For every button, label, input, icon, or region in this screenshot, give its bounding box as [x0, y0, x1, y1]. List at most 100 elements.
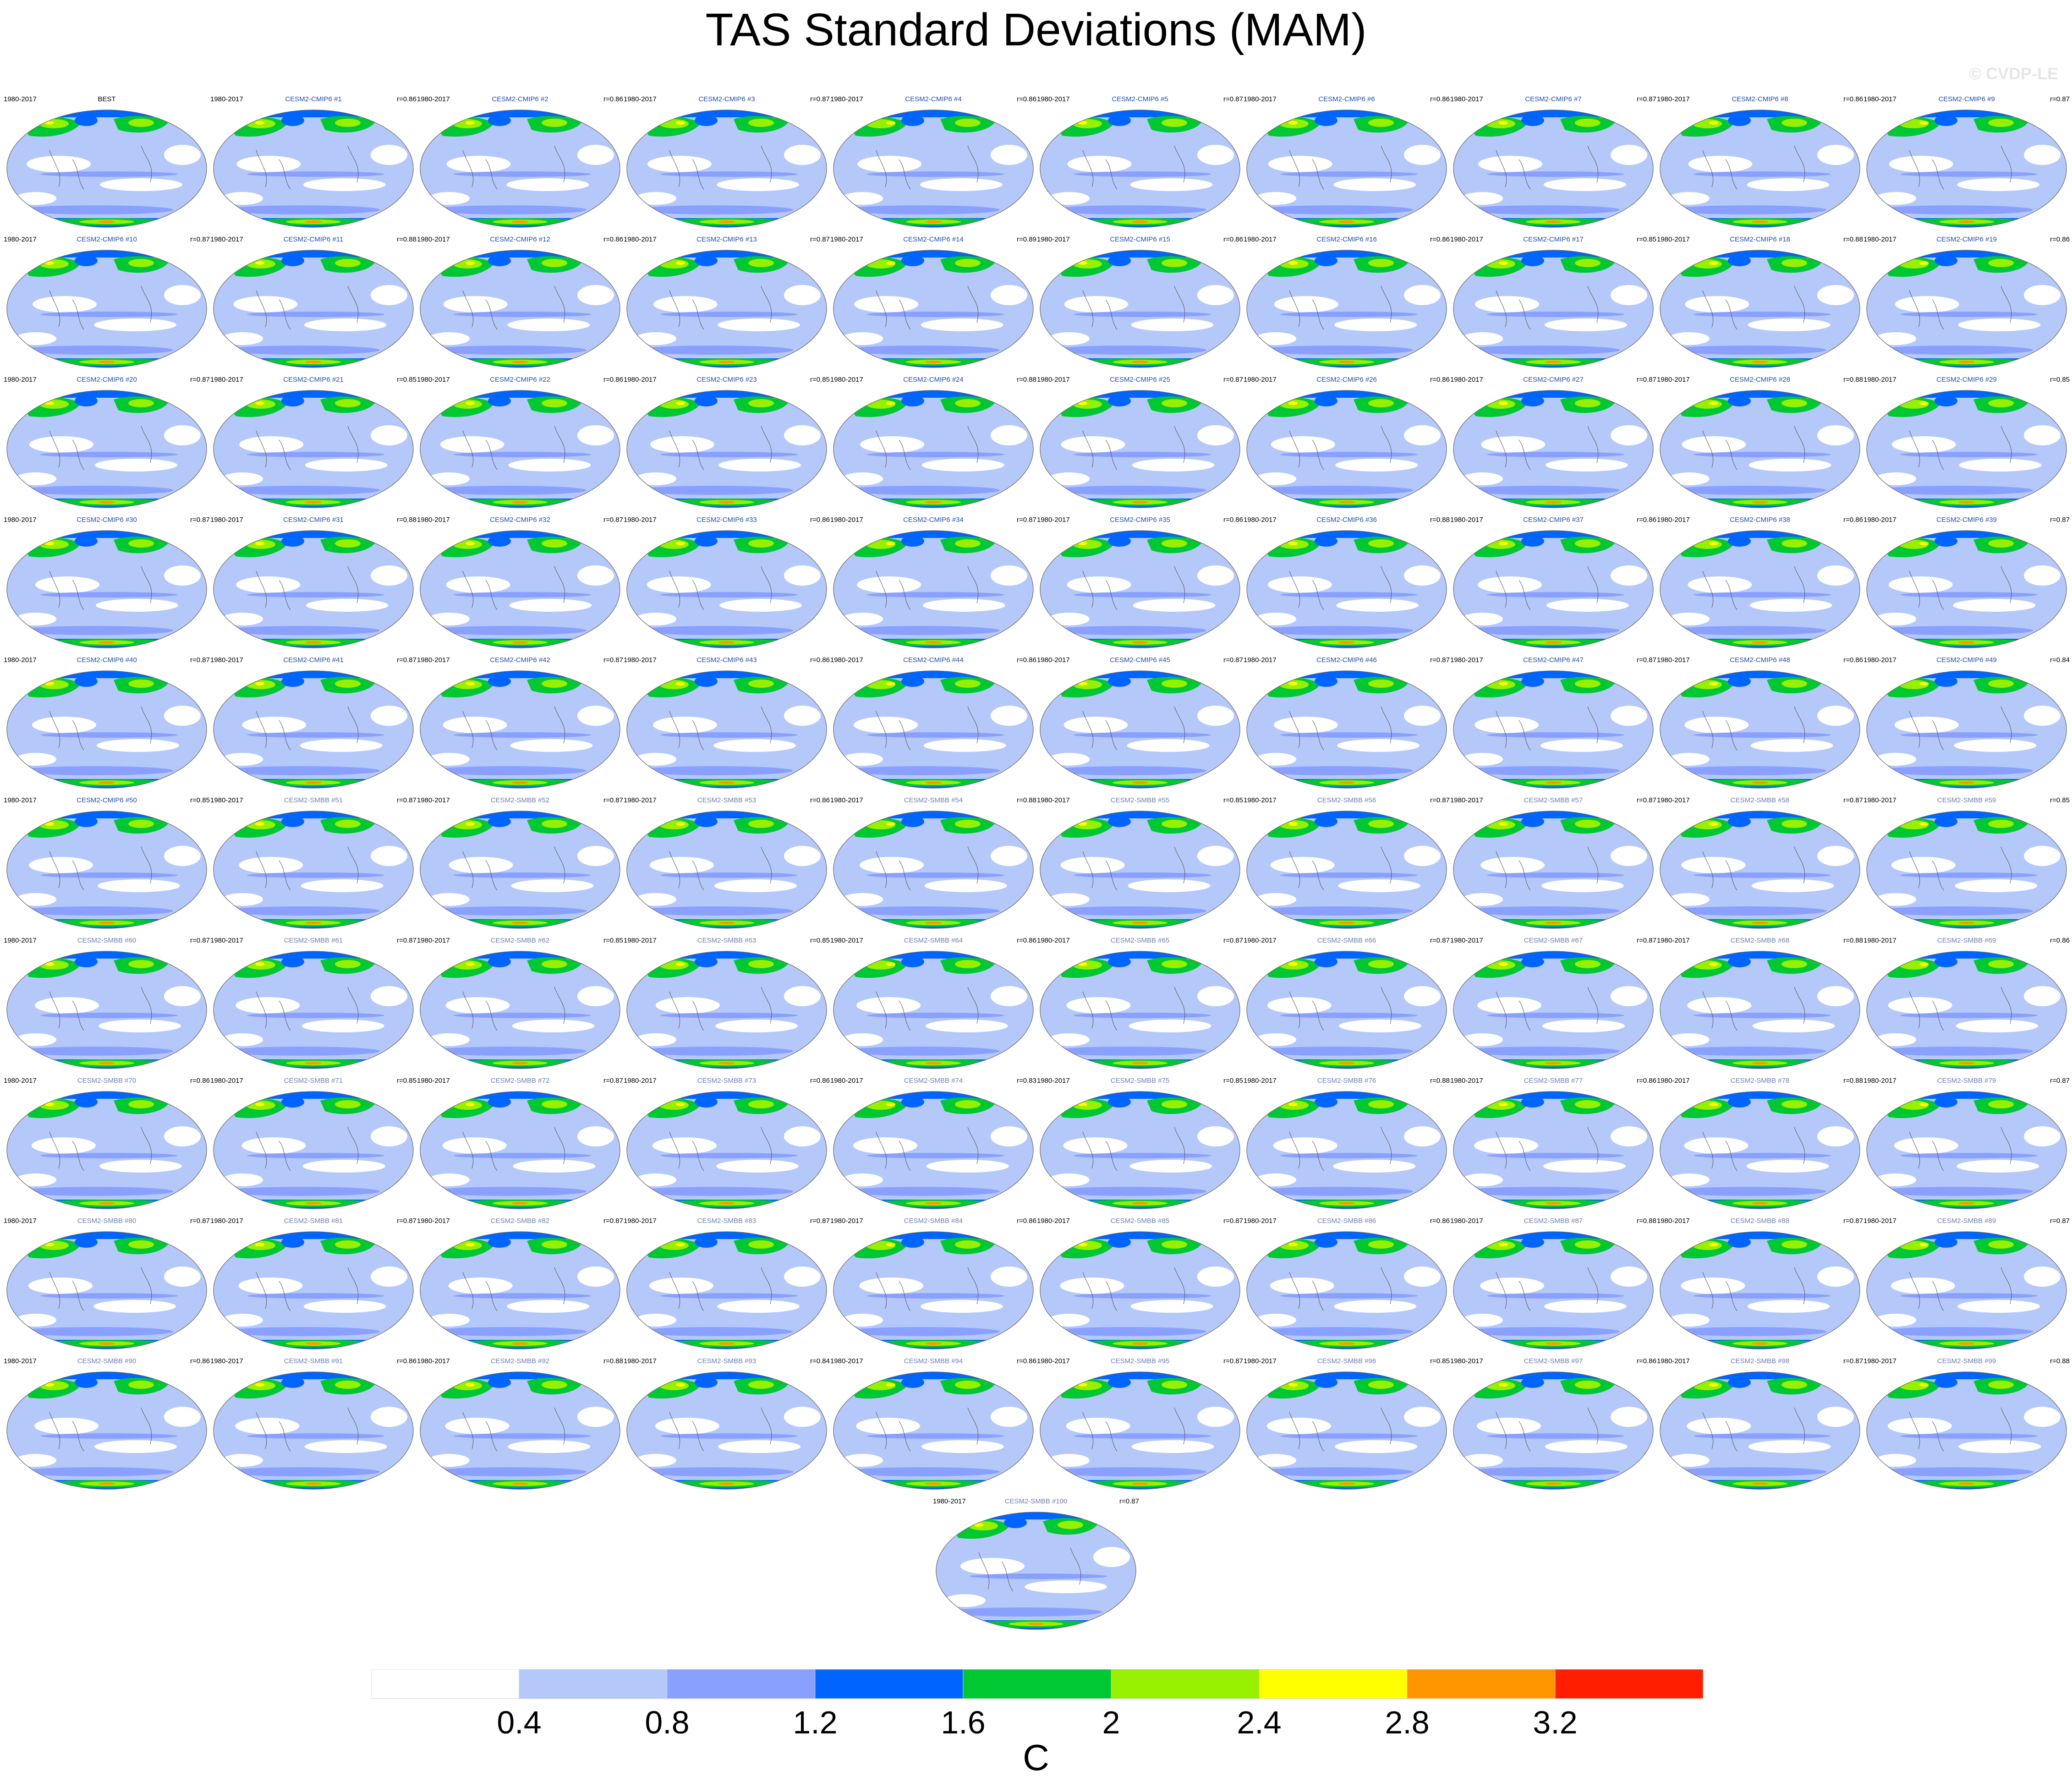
map-panel: 1980-2017 CESM2-SMBB #94 r=0.86 [830, 1357, 1036, 1495]
panel-title: CESM2-SMBB #88 [1730, 1217, 1790, 1225]
panel-period: 1980-2017 [1657, 516, 1690, 524]
panel-period: 1980-2017 [1037, 1357, 1070, 1365]
panel-period: 1980-2017 [210, 1077, 243, 1085]
map-panel: 1980-2017 CESM2-SMBB #92 r=0.88 [417, 1357, 623, 1495]
panel-pattern-correlation: r=0.87 [190, 376, 210, 384]
panel-pattern-correlation: r=0.85 [397, 1077, 417, 1085]
panel-title: CESM2-CMIP6 #47 [1523, 656, 1584, 664]
panel-title: CESM2-CMIP6 #14 [903, 236, 964, 243]
panel-period: 1980-2017 [1244, 937, 1277, 944]
map-plot [420, 1371, 620, 1490]
map-plot [1453, 811, 1654, 929]
panel-title: CESM2-CMIP6 #49 [1936, 656, 1997, 664]
map-panel: 1980-2017 CESM2-SMBB #84 r=0.86 [830, 1217, 1036, 1354]
map-plot [1246, 1231, 1447, 1349]
map-panel: 1980-2017 CESM2-SMBB #77 r=0.86 [1450, 1077, 1656, 1214]
panel-pattern-correlation: r=0.89 [1017, 236, 1036, 243]
map-panel: 1980-2017 CESM2-SMBB #97 r=0.86 [1450, 1357, 1656, 1495]
panel-title: CESM2-SMBB #79 [1937, 1077, 1996, 1085]
map-plot [626, 1231, 827, 1349]
panel-pattern-correlation: r=0.86 [1637, 1077, 1656, 1085]
map-panel: 1980-2017 CESM2-CMIP6 #21 r=0.85 [210, 376, 417, 513]
panel-pattern-correlation: r=0.87 [190, 516, 210, 524]
panel-title: CESM2-SMBB #69 [1937, 937, 1996, 944]
map-plot [1040, 110, 1240, 228]
map-panel: 1980-2017 CESM2-CMIP6 #27 r=0.87 [1450, 376, 1656, 513]
panel-pattern-correlation: r=0.87 [2050, 1077, 2070, 1085]
panel-title: CESM2-CMIP6 #30 [77, 516, 137, 524]
panel-title: CESM2-CMIP6 #2 [492, 95, 548, 103]
map-plot [6, 250, 207, 368]
map-panel: 1980-2017 CESM2-SMBB #78 r=0.88 [1657, 1077, 1863, 1214]
map-panel: 1980-2017 CESM2-SMBB #72 r=0.87 [417, 1077, 623, 1214]
panel-period: 1980-2017 [417, 1357, 450, 1365]
panel-title: CESM2-SMBB #78 [1730, 1077, 1790, 1085]
map-panel: 1980-2017 CESM2-CMIP6 #41 r=0.87 [210, 656, 417, 794]
map-panel: 1980-2017 CESM2-SMBB #65 r=0.87 [1037, 937, 1243, 1074]
map-plot [1453, 1231, 1654, 1349]
panel-period: 1980-2017 [1244, 376, 1277, 384]
map-panel: 1980-2017 CESM2-SMBB #58 r=0.87 [1657, 796, 1863, 934]
map-panel: 1980-2017 CESM2-SMBB #67 r=0.87 [1450, 937, 1656, 1074]
map-plot [6, 670, 207, 789]
panel-title: CESM2-SMBB #97 [1524, 1357, 1583, 1365]
panel-title: CESM2-SMBB #60 [77, 937, 137, 944]
panel-pattern-correlation: r=0.87 [1843, 1217, 1863, 1225]
map-plot [1453, 390, 1654, 508]
map-plot [420, 811, 620, 929]
map-plot [420, 1231, 620, 1349]
panel-title: CESM2-SMBB #55 [1110, 796, 1170, 804]
panel-pattern-correlation: r=0.85 [603, 937, 623, 944]
panel-period: 1980-2017 [1657, 236, 1690, 243]
panel-pattern-correlation: r=0.88 [1843, 376, 1863, 384]
map-panel: 1980-2017 CESM2-SMBB #66 r=0.87 [1244, 937, 1450, 1074]
panel-period: 1980-2017 [1657, 376, 1690, 384]
map-panel: 1980-2017 CESM2-SMBB #70 r=0.86 [4, 1077, 210, 1214]
panel-title: CESM2-CMIP6 #36 [1316, 516, 1377, 524]
panel-period: 1980-2017 [1037, 1217, 1070, 1225]
map-panel: 1980-2017 CESM2-CMIP6 #5 r=0.87 [1037, 95, 1243, 233]
map-panel: 1980-2017 CESM2-SMBB #100 r=0.87 [933, 1497, 1139, 1635]
map-panel: 1980-2017 CESM2-CMIP6 #6 r=0.86 [1244, 95, 1450, 233]
map-plot [1453, 250, 1654, 368]
colorbar-segment [963, 1669, 1112, 1699]
map-plot [1660, 951, 1860, 1069]
panel-period: 1980-2017 [210, 1357, 243, 1365]
panel-pattern-correlation: r=0.86 [603, 376, 623, 384]
panel-title: CESM2-CMIP6 #46 [1316, 656, 1377, 664]
map-plot [1453, 670, 1654, 789]
map-plot [6, 1371, 207, 1490]
map-panel: 1980-2017 CESM2-SMBB #69 r=0.86 [1864, 937, 2070, 1074]
panel-title: CESM2-CMIP6 #45 [1110, 656, 1170, 664]
map-panel: 1980-2017 CESM2-CMIP6 #25 r=0.87 [1037, 376, 1243, 513]
panel-period: 1980-2017 [830, 376, 863, 384]
panel-period: 1980-2017 [210, 1217, 243, 1225]
panel-period: 1980-2017 [417, 376, 450, 384]
panel-period: 1980-2017 [1657, 656, 1690, 664]
map-panel: 1980-2017 CESM2-CMIP6 #37 r=0.86 [1450, 516, 1656, 653]
map-plot [1453, 530, 1654, 648]
map-panel: 1980-2017 CESM2-CMIP6 #9 r=0.87 [1864, 95, 2070, 233]
map-plot [1660, 530, 1860, 648]
panel-period: 1980-2017 [1244, 516, 1277, 524]
panel-title: CESM2-CMIP6 #16 [1316, 236, 1377, 243]
panel-period: 1980-2017 [4, 1077, 37, 1085]
map-panel: 1980-2017 CESM2-CMIP6 #11 r=0.88 [210, 236, 417, 373]
map-panel: 1980-2017 CESM2-CMIP6 #22 r=0.86 [417, 376, 623, 513]
map-panel: 1980-2017 CESM2-CMIP6 #17 r=0.85 [1450, 236, 1656, 373]
map-panel: 1980-2017 CESM2-SMBB #73 r=0.86 [624, 1077, 830, 1214]
panel-title: CESM2-SMBB #91 [284, 1357, 343, 1365]
map-panel: 1980-2017 CESM2-CMIP6 #24 r=0.88 [830, 376, 1036, 513]
panel-pattern-correlation: r=0.88 [1017, 796, 1036, 804]
panel-title: CESM2-CMIP6 #24 [903, 376, 964, 384]
map-panel: 1980-2017 CESM2-SMBB #75 r=0.85 [1037, 1077, 1243, 1214]
map-plot [1866, 951, 2067, 1069]
panel-period: 1980-2017 [4, 236, 37, 243]
panel-period: 1980-2017 [624, 1217, 657, 1225]
map-plot [626, 530, 827, 648]
panel-pattern-correlation: r=0.87 [397, 796, 417, 804]
panel-pattern-correlation: r=0.86 [603, 95, 623, 103]
panel-period: 1980-2017 [830, 937, 863, 944]
map-plot [1866, 250, 2067, 368]
map-plot [1866, 670, 2067, 789]
